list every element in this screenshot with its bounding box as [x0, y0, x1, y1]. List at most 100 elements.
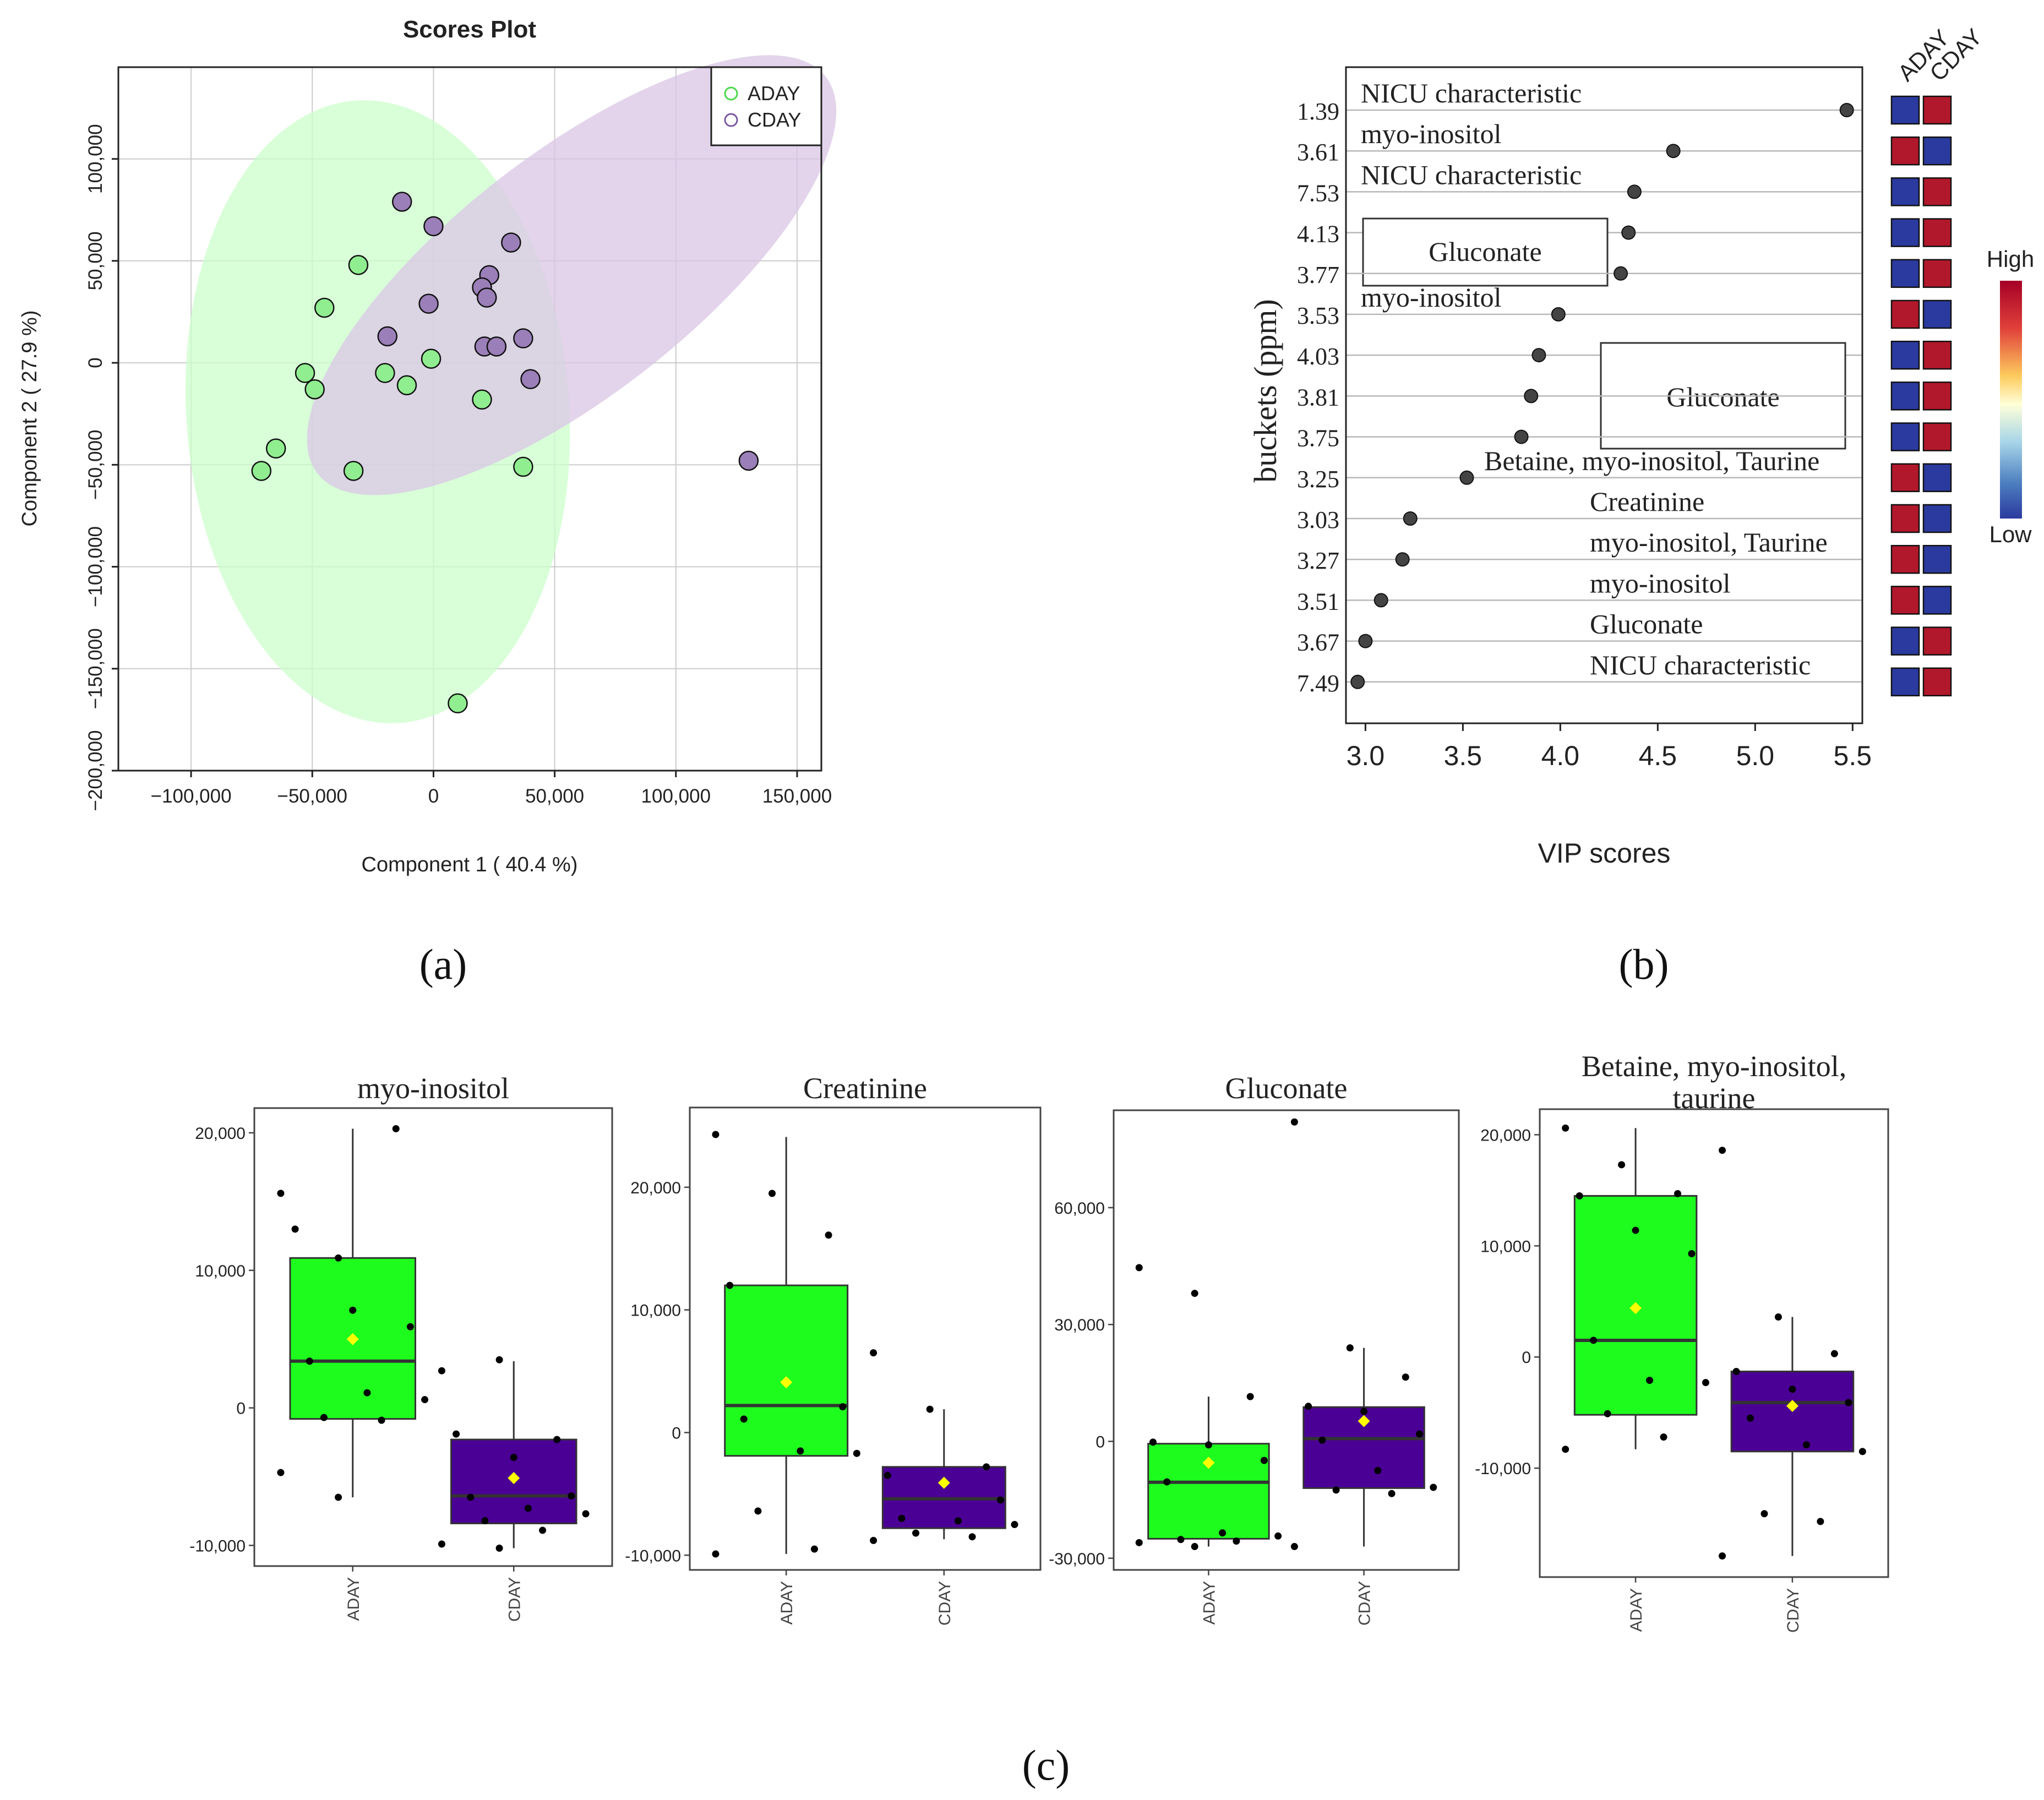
boxplot-point-aday	[306, 1357, 313, 1365]
boxplot-betaine: Betaine, myo-inositol, taurine 20,000 10,00…	[1475, 1050, 1889, 1633]
vip-bucket-label: 3.03	[1297, 506, 1339, 533]
boxplot-y-tick-label: 0	[236, 1400, 246, 1418]
vip-point	[1627, 184, 1642, 199]
boxplot-point-cday	[1290, 1543, 1298, 1551]
boxplot-point-cday	[553, 1436, 561, 1443]
boxplot-point-cday	[898, 1514, 906, 1522]
confidence-ellipse-cday	[307, 55, 837, 495]
heatmap-cell-cday	[1922, 95, 1952, 125]
boxplot-point-aday	[1274, 1532, 1282, 1540]
heatmap-cell-cday	[1922, 177, 1952, 206]
vip-annotation-label: myo-inositol	[1361, 282, 1502, 313]
boxplot-y-tick-label: 0	[1522, 1349, 1531, 1367]
scores-y-tick-label: −200,000	[85, 730, 106, 811]
boxplot-point-cday	[1318, 1436, 1326, 1444]
boxplot-point-cday	[1346, 1344, 1354, 1352]
boxplot-y-tick-label: 10,000	[1480, 1237, 1531, 1256]
heatmap-cell-cday	[1922, 667, 1952, 697]
vip-annotation-label: Gluconate	[1666, 381, 1779, 412]
boxplot-point-cday	[1830, 1350, 1838, 1357]
boxplot-point-aday	[1562, 1124, 1569, 1132]
score-point-aday	[448, 693, 468, 714]
boxplot-title-line: Betaine, myo-inositol,	[1582, 1050, 1846, 1083]
score-point-cday	[501, 232, 521, 253]
boxplot-point-aday	[1702, 1379, 1709, 1387]
vip-annotation-box	[1362, 217, 1609, 287]
boxplot-point-cday	[453, 1430, 460, 1438]
boxplot-title: myo-inositol	[357, 1072, 509, 1105]
boxplot-y-tick-label: 0	[672, 1424, 681, 1442]
boxplot-point-aday	[392, 1125, 400, 1132]
heatmap-cell-cday	[1922, 299, 1952, 329]
vip-point	[1514, 429, 1529, 444]
boxplot-point-cday	[983, 1463, 990, 1471]
boxplot-point-cday	[1774, 1313, 1782, 1321]
boxplot-point-aday	[378, 1416, 385, 1424]
vip-point	[1551, 307, 1566, 321]
vip-plot-frame	[1345, 66, 1863, 724]
boxplot-point-aday	[1260, 1457, 1268, 1464]
boxplot-point-aday	[1191, 1290, 1198, 1297]
scores-x-axis-label: Component 1 ( 40.4 %)	[362, 853, 578, 876]
vip-annotation-label: Gluconate	[1590, 609, 1703, 640]
boxplot-point-cday	[1388, 1490, 1396, 1497]
heatmap-cell-cday	[1922, 544, 1952, 574]
vip-bucket-label: 4.03	[1297, 343, 1339, 370]
heatmap-cell-aday	[1890, 586, 1920, 615]
vip-point	[1403, 511, 1418, 526]
heatmap-color-scale	[2000, 281, 2022, 519]
boxplot-point-cday	[1845, 1399, 1852, 1406]
score-point-aday	[472, 389, 492, 410]
vip-x-tick-label: 4.5	[1639, 740, 1677, 771]
score-point-cday	[738, 450, 759, 471]
vip-bucket-label: 3.81	[1297, 384, 1339, 411]
boxplot-y-tick-label: 20,000	[195, 1125, 246, 1143]
boxplot-point-aday	[740, 1415, 748, 1423]
boxplot-point-cday	[582, 1510, 590, 1518]
boxplot-gluconate: Gluconate 60,000 30,000 0 -30,000 ADAY CDAY	[1049, 1072, 1460, 1626]
boxplot-mean-cday	[937, 1476, 950, 1489]
boxplot-mean-cday	[1786, 1400, 1798, 1412]
vip-heatmap	[1890, 95, 1952, 697]
boxplot-category-label: ADAY	[345, 1577, 363, 1621]
boxplot-point-cday	[968, 1533, 976, 1541]
boxplot-point-aday	[277, 1190, 285, 1197]
scores-x-tick-label: −50,000	[277, 786, 348, 807]
boxplot-point-cday	[1374, 1467, 1382, 1475]
boxplots-panel: myo-inositol 20,000 10,000 0 -10,000 ADAY CDAY…	[189, 1050, 1889, 1789]
vip-annotation-label: myo-inositol	[1361, 118, 1502, 149]
heatmap-cell-aday	[1890, 218, 1920, 247]
vip-annotation-label: NICU characteristic	[1590, 650, 1811, 680]
boxplot-point-aday	[797, 1447, 804, 1455]
vip-annotation-label: myo-inositol	[1590, 568, 1731, 598]
boxplot-point-cday	[1760, 1510, 1768, 1518]
boxplot-point-cday	[495, 1545, 503, 1552]
boxplot-point-aday	[1604, 1410, 1611, 1417]
score-point-aday	[265, 438, 286, 459]
boxplot-point-aday	[1246, 1393, 1254, 1400]
boxplot-point-cday	[1858, 1448, 1866, 1455]
boxplot-point-aday	[406, 1323, 414, 1330]
score-point-aday	[314, 297, 335, 318]
boxplot-point-aday	[320, 1414, 328, 1421]
score-point-aday	[348, 255, 369, 275]
score-point-aday	[513, 456, 533, 477]
heatmap-cell-aday	[1890, 177, 1920, 206]
boxplot-category-label: ADAY	[1200, 1581, 1218, 1624]
panel-label-c: (c)	[1022, 1741, 1070, 1789]
score-point-cday	[486, 336, 507, 357]
vip-bucket-label: 3.51	[1297, 588, 1339, 615]
vip-x-ticks: 3.0 3.5 4.0 4.5 5.0 5.5	[1347, 723, 1872, 771]
boxplot-point-cday	[524, 1504, 532, 1512]
boxplot-point-aday	[1646, 1377, 1654, 1384]
boxplot-point-cday	[1746, 1414, 1754, 1422]
vip-point	[1395, 552, 1410, 567]
boxplot-point-cday	[1719, 1552, 1726, 1560]
boxplot-y-tick-label: -10,000	[1475, 1460, 1531, 1478]
boxplot-point-cday	[870, 1349, 877, 1357]
vip-point	[1524, 389, 1539, 403]
score-point-aday	[343, 461, 364, 481]
boxplot-point-cday	[1305, 1403, 1312, 1410]
heatmap-cell-aday	[1890, 422, 1920, 451]
boxplot-point-aday	[1660, 1433, 1667, 1441]
